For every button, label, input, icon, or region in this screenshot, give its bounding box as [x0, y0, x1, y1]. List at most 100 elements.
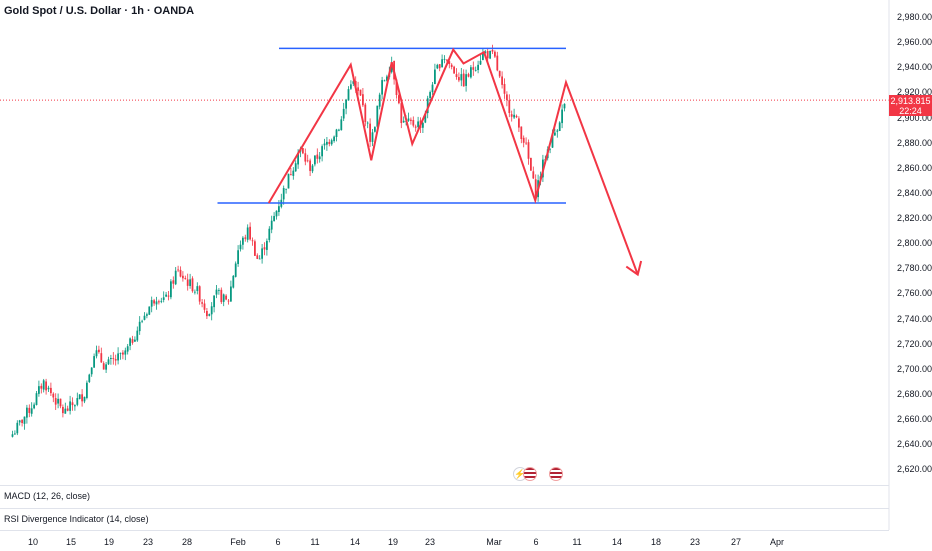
pane-separator[interactable] [0, 485, 889, 486]
candle-body [138, 321, 141, 332]
candle-body [21, 419, 23, 424]
candle-body [321, 146, 323, 157]
candle-body [98, 349, 100, 353]
candle-body [362, 94, 364, 106]
time-tick-label: 28 [181, 537, 193, 547]
candle-body [412, 120, 415, 126]
candle-body [402, 120, 405, 123]
candle-body [105, 364, 107, 370]
candle-body [328, 141, 331, 144]
candle-body [359, 89, 362, 96]
price-tick-label: 2,740.000 [897, 313, 932, 324]
candle-body [508, 100, 511, 113]
candle-body [270, 220, 273, 230]
candle-body [88, 374, 91, 382]
candle-body [222, 294, 225, 302]
rsi-label[interactable]: RSI Divergence Indicator (14, close) [4, 514, 149, 524]
candle-body [122, 352, 124, 355]
time-tick-label: 23 [142, 537, 154, 547]
candle-body [522, 137, 525, 143]
candle-body [47, 387, 50, 390]
candle-body [340, 119, 343, 131]
candle-body [448, 61, 451, 65]
macd-label[interactable]: MACD (12, 26, close) [4, 491, 91, 501]
chart-title: Gold Spot / U.S. Dollar · 1h · OANDA [4, 5, 195, 17]
candle-body [489, 50, 491, 59]
candle-body [357, 87, 359, 91]
candle-body [266, 240, 268, 250]
candle-body [95, 350, 98, 357]
candle-body [563, 103, 566, 109]
candle-body [256, 255, 259, 259]
time-axis[interactable]: 10 15 19 23 28 Feb 6 11 14 19 23 Mar 6 11 14 18 23 27 Apr [0, 530, 889, 551]
candle-body [450, 64, 453, 67]
candle-body [261, 248, 263, 259]
zigzag-pattern-line [267, 47, 639, 275]
candle-body [131, 339, 134, 343]
candle-body [239, 244, 242, 250]
candle-body [304, 153, 307, 162]
arrow-head [625, 260, 643, 277]
candle-body [417, 121, 419, 128]
candle-body [395, 79, 398, 95]
candles [11, 44, 566, 438]
candle-body [62, 406, 64, 414]
candle-body [446, 59, 448, 61]
candle-body [494, 51, 496, 57]
candle-body [506, 94, 508, 101]
candle-body [462, 73, 465, 87]
candle-body [374, 127, 376, 132]
current-price: 2,913.815 [890, 96, 931, 106]
candle-body [556, 130, 559, 132]
pane-separator[interactable] [0, 508, 889, 509]
price-axis[interactable]: 2,980.000 2,960.000 2,940.000 2,920.000 2,90… [889, 0, 932, 530]
candle-body [426, 98, 429, 114]
candle-body [143, 315, 146, 320]
candle-body [246, 227, 249, 240]
drawings [217, 47, 643, 277]
candle-body [525, 142, 527, 144]
candle-body [407, 118, 410, 121]
us-flag-icon[interactable] [549, 467, 563, 481]
candle-body [110, 358, 112, 360]
candle-body [16, 422, 19, 434]
candle-body [436, 64, 439, 69]
candle-body [14, 433, 16, 435]
candle-body [184, 278, 187, 280]
candle-body [30, 408, 33, 414]
price-tick-label: 2,680.000 [897, 388, 932, 399]
candle-body [249, 226, 251, 240]
candle-body [297, 152, 299, 165]
price-tick-label: 2,720.000 [897, 338, 932, 349]
candle-body [561, 109, 563, 124]
candle-body [33, 404, 35, 409]
price-tick-label: 2,940.000 [897, 62, 932, 73]
candle-body [470, 67, 472, 78]
candle-body [318, 156, 321, 160]
candle-body [150, 300, 153, 307]
candle-body [294, 163, 297, 172]
candle-body [458, 77, 460, 81]
price-tick-label: 2,960.000 [897, 37, 932, 48]
candle-body [244, 237, 247, 239]
candle-body [18, 420, 21, 423]
candle-body [431, 84, 434, 93]
candle-body [93, 356, 95, 368]
candle-body [40, 385, 43, 389]
price-chart[interactable] [0, 0, 932, 530]
candle-body [59, 398, 62, 407]
candle-body [78, 394, 81, 399]
candle-body [186, 279, 189, 286]
candle-body [429, 92, 431, 99]
candle-body [350, 84, 352, 89]
candle-body [527, 142, 530, 159]
time-tick-label: 14 [611, 537, 623, 547]
candle-body [551, 134, 554, 148]
candle-body [119, 352, 122, 354]
candle-body [323, 143, 326, 146]
candle-body [194, 291, 196, 293]
candle-body [74, 405, 76, 407]
candle-body [71, 402, 74, 406]
us-flag-icon[interactable] [523, 467, 537, 481]
candle-body [400, 103, 403, 124]
